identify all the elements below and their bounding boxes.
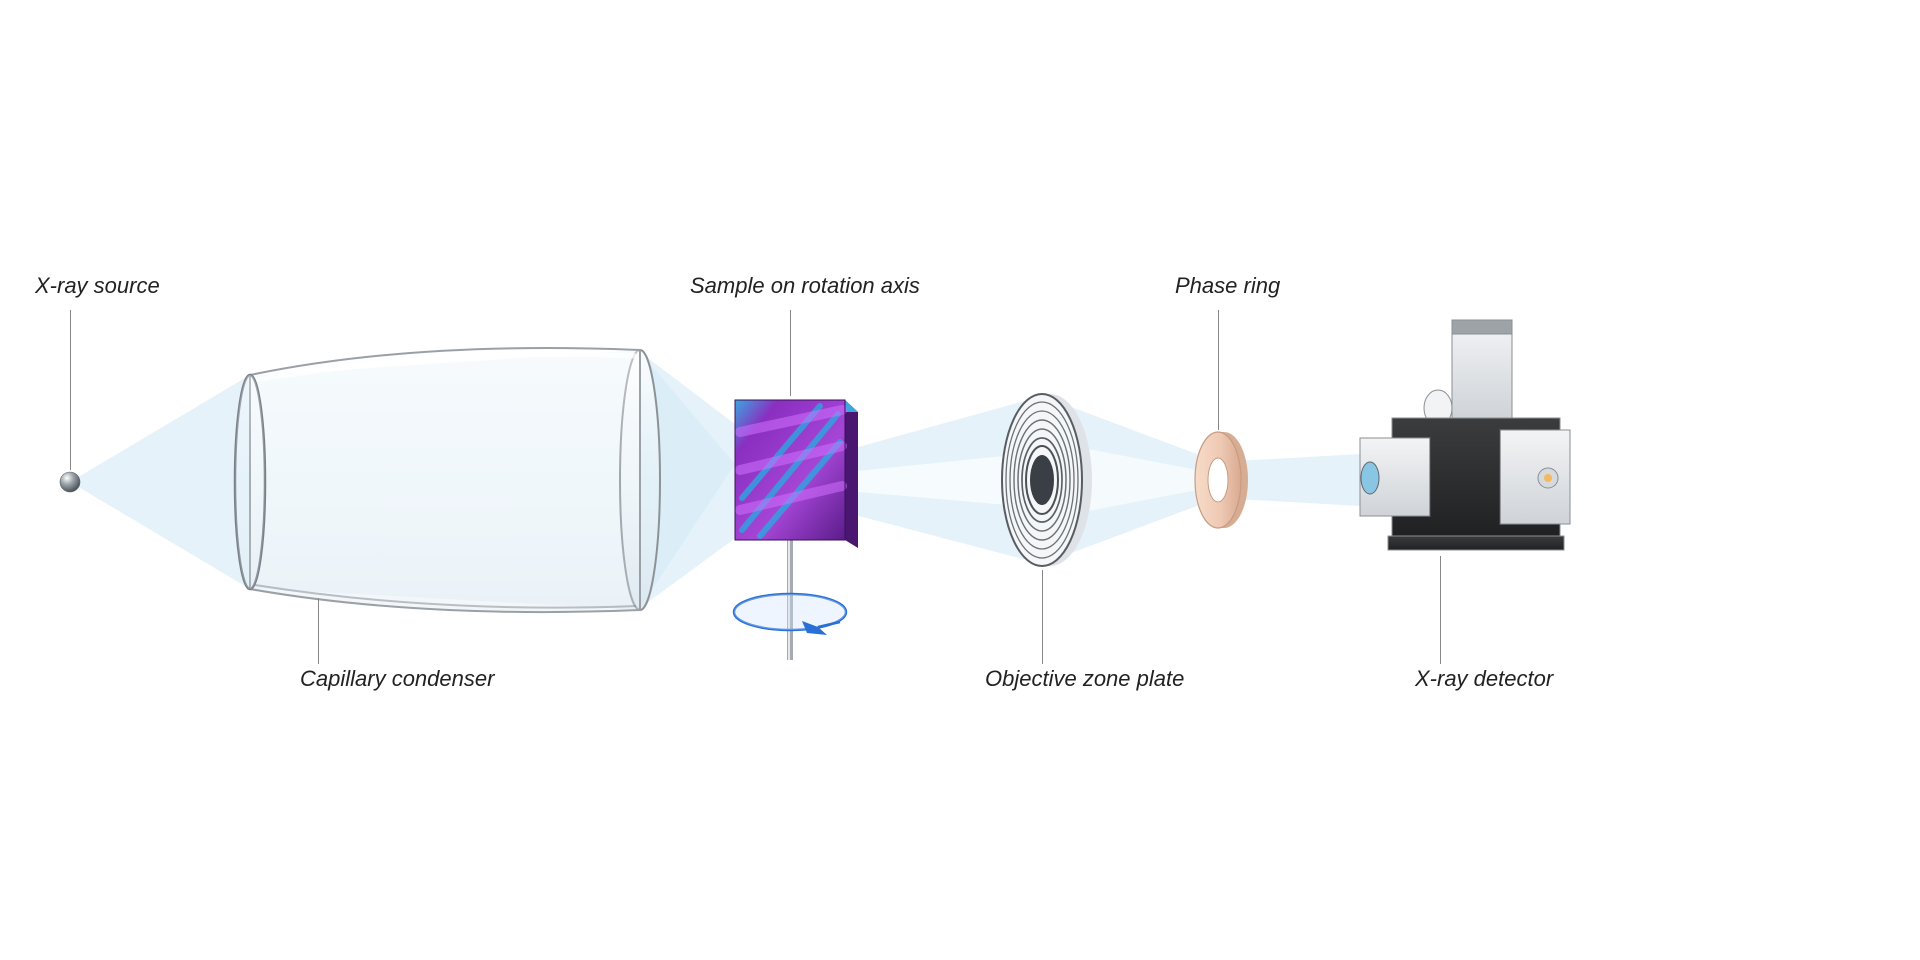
leader-sample [790, 310, 791, 396]
label-phase-ring: Phase ring [1175, 273, 1280, 299]
label-zone-plate: Objective zone plate [985, 666, 1184, 692]
diagram-stage: X-ray source Sample on rotation axis Pha… [0, 0, 1920, 960]
phase-ring [1195, 432, 1248, 528]
sample [734, 400, 858, 660]
label-detector: X-ray detector [1415, 666, 1553, 692]
xray-detector [1360, 320, 1570, 550]
leader-xray-source [70, 310, 71, 470]
xray-source [60, 472, 80, 492]
leader-detector [1440, 556, 1441, 664]
objective-zone-plate [1002, 394, 1092, 566]
leader-zone-plate [1042, 570, 1043, 664]
leader-condenser [318, 598, 319, 664]
diagram-svg [0, 0, 1920, 960]
label-sample: Sample on rotation axis [690, 273, 920, 299]
label-xray-source: X-ray source [35, 273, 160, 299]
label-condenser: Capillary condenser [300, 666, 494, 692]
capillary-condenser [235, 348, 660, 612]
leader-phase-ring [1218, 310, 1219, 430]
